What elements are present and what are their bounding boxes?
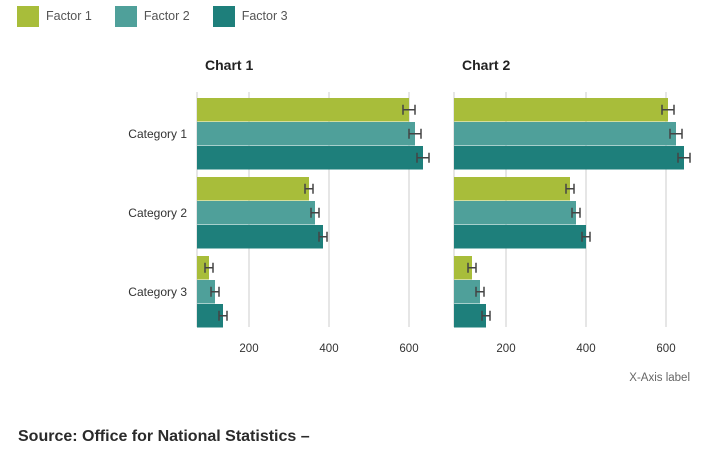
- bar-category-1-factor-2: [197, 122, 415, 146]
- chart-2: Chart 2 200 400 600 X-Axis label: [453, 57, 691, 384]
- category-label-category-1: Category 1: [128, 127, 187, 141]
- error-bar-category-3-factor-1: [204, 262, 214, 273]
- legend: Factor 1 Factor 2 Factor 3: [17, 5, 311, 27]
- error-bar-category-1-factor-1: [402, 104, 416, 115]
- x-axis-label: X-Axis label: [629, 372, 690, 384]
- error-bar-category-2-factor-3: [581, 231, 591, 242]
- bar-category-3-factor-3: [454, 304, 486, 328]
- bar-category-2-factor-3: [197, 225, 323, 249]
- category-label-category-2: Category 2: [128, 206, 187, 220]
- chart-1: Chart 1 Category 1 Category 2 Category 3 200…: [128, 57, 430, 355]
- bar-category-1-factor-2: [454, 122, 676, 146]
- error-bar-category-3-factor-3: [481, 310, 491, 321]
- bar-category-2-factor-2: [454, 201, 576, 225]
- bar-category-1-factor-3: [454, 146, 684, 170]
- category-label-category-3: Category 3: [128, 285, 187, 299]
- tick-label-400: 400: [319, 343, 338, 355]
- legend-swatch-factor-1: [17, 5, 39, 27]
- error-bar-category-3-factor-2: [210, 286, 220, 297]
- legend-label-factor-3: Factor 3: [241, 9, 288, 23]
- bar-category-2-factor-1: [197, 177, 309, 201]
- error-bar-category-2-factor-2: [571, 207, 581, 218]
- tick-label-200: 200: [496, 343, 515, 355]
- error-bar-category-1-factor-2: [408, 128, 422, 139]
- bar-category-2-factor-3: [454, 225, 586, 249]
- bar-category-2-factor-2: [197, 201, 315, 225]
- bar-category-2-factor-1: [454, 177, 570, 201]
- bar-category-3-factor-1: [197, 256, 209, 280]
- error-bar-category-1-factor-3: [416, 152, 430, 163]
- error-bar-category-2-factor-2: [310, 207, 320, 218]
- tick-label-600: 600: [656, 343, 675, 355]
- error-bar-category-3-factor-3: [218, 310, 228, 321]
- legend-label-factor-2: Factor 2: [143, 9, 190, 23]
- legend-label-factor-1: Factor 1: [46, 9, 92, 23]
- legend-item-factor-3[interactable]: Factor 3: [212, 5, 288, 27]
- bar-category-1-factor-3: [197, 146, 423, 170]
- legend-swatch-factor-2: [114, 5, 137, 27]
- chart-title: Chart 1: [205, 57, 253, 73]
- bar-category-1-factor-1: [197, 98, 409, 122]
- bar-category-1-factor-1: [454, 98, 668, 122]
- error-bar-category-3-factor-2: [475, 286, 485, 297]
- legend-item-factor-1[interactable]: Factor 1: [17, 5, 92, 27]
- bar-category-3-factor-2: [197, 280, 215, 304]
- error-bar-category-1-factor-1: [661, 104, 675, 115]
- tick-label-400: 400: [576, 343, 595, 355]
- source-note: Source: Office for National Statistics –: [18, 428, 310, 445]
- error-bar-category-2-factor-1: [304, 183, 314, 194]
- bar-category-3-factor-3: [197, 304, 223, 328]
- tick-label-600: 600: [399, 343, 418, 355]
- error-bar-category-2-factor-1: [565, 183, 575, 194]
- tick-label-200: 200: [239, 343, 258, 355]
- error-bar-category-2-factor-3: [318, 231, 328, 242]
- legend-swatch-factor-3: [212, 5, 235, 27]
- bar-category-3-factor-1: [454, 256, 472, 280]
- error-bar-category-3-factor-1: [467, 262, 477, 273]
- chart-title: Chart 2: [462, 57, 510, 73]
- error-bar-category-1-factor-3: [677, 152, 691, 163]
- error-bar-category-1-factor-2: [669, 128, 683, 139]
- bar-category-3-factor-2: [454, 280, 480, 304]
- legend-item-factor-2[interactable]: Factor 2: [114, 5, 190, 27]
